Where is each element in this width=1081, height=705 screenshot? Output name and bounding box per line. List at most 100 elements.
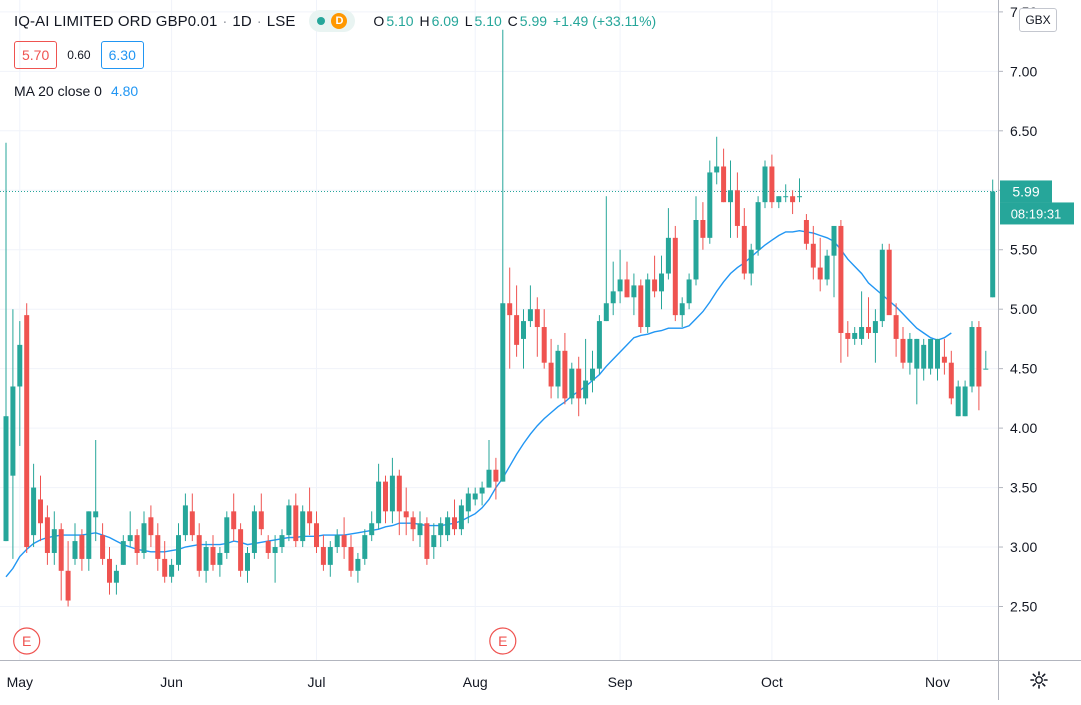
- candle-up: [355, 558, 361, 571]
- candle-up: [369, 523, 375, 536]
- candle-down: [424, 523, 430, 559]
- earnings-marker: [13, 627, 41, 655]
- buy-price-button[interactable]: 6.30: [100, 41, 144, 69]
- candle-up: [86, 511, 92, 559]
- candle-up: [224, 517, 230, 553]
- candle-up: [755, 202, 761, 250]
- candle-up: [245, 552, 250, 571]
- candle-down: [493, 469, 499, 482]
- ma-indicator-value: 4.80: [110, 83, 139, 99]
- candle-up: [334, 535, 340, 548]
- candle-down: [941, 356, 947, 363]
- candle-down: [410, 517, 416, 530]
- y-tick-label: 5.50: [1010, 242, 1037, 258]
- x-tick-label: Nov: [925, 674, 950, 690]
- symbol-legend: IQ-AI LIMITED ORD GBP0.01 · 1D · LSE D O…: [14, 9, 658, 33]
- candle-up: [596, 321, 602, 369]
- candle-up: [279, 535, 285, 548]
- candle-down: [893, 315, 899, 339]
- ma-indicator-label[interactable]: MA 20 close 0: [14, 83, 102, 99]
- x-tick-label: Jun: [160, 674, 183, 690]
- gear-icon[interactable]: [1029, 670, 1049, 690]
- earnings-marker: [489, 627, 517, 655]
- open-value: 5.10: [386, 13, 414, 29]
- candle-down: [100, 535, 106, 559]
- candle-up: [679, 303, 685, 316]
- candle-down: [38, 499, 43, 524]
- candle-down: [403, 511, 409, 518]
- candle-up: [127, 535, 133, 542]
- y-tick-label: 3.00: [1010, 539, 1037, 555]
- candle-up: [527, 309, 533, 322]
- earnings-marker-label: E: [498, 633, 507, 649]
- sell-price-button[interactable]: 5.70: [14, 41, 58, 69]
- candle-up: [590, 368, 595, 381]
- candle-down: [348, 547, 354, 571]
- candle-up: [376, 481, 382, 524]
- x-tick-label: Aug: [463, 674, 488, 690]
- candle-up: [176, 535, 181, 565]
- candle-down: [700, 220, 706, 238]
- candle-up: [983, 368, 989, 370]
- currency-button[interactable]: GBX: [1019, 8, 1057, 32]
- candle-up: [852, 332, 858, 339]
- candle-up: [631, 285, 637, 298]
- candle-up: [693, 220, 699, 280]
- indicator-legend[interactable]: MA 20 close 0 4.80: [14, 81, 138, 101]
- candle-up: [445, 517, 451, 536]
- candle-up: [431, 535, 437, 548]
- bid-ask-row: 5.70 0.60 6.30: [14, 41, 144, 69]
- candle-up: [969, 327, 975, 387]
- candle-down: [948, 362, 954, 399]
- candle-up: [272, 547, 278, 553]
- candle-up: [921, 344, 927, 369]
- candle-up: [686, 279, 692, 304]
- candle-down: [210, 547, 216, 565]
- candle-up: [610, 291, 616, 304]
- x-tick-label: Sep: [608, 674, 633, 690]
- candle-down: [721, 166, 727, 203]
- candle-down: [383, 481, 388, 512]
- high-label: H: [419, 13, 430, 29]
- candle-up: [389, 475, 395, 512]
- interval[interactable]: 1D: [232, 12, 252, 30]
- ma-20-line: [5, 229, 952, 578]
- candle-up: [583, 380, 589, 399]
- candle-down: [624, 279, 630, 298]
- exchange[interactable]: LSE: [266, 12, 296, 30]
- y-tick-label: 3.50: [1010, 480, 1037, 496]
- candle-up: [217, 552, 223, 565]
- symbol-name[interactable]: IQ-AI LIMITED ORD GBP0.01: [14, 12, 218, 30]
- candle-down: [845, 332, 851, 339]
- candle-up: [907, 338, 913, 363]
- candle-up: [962, 386, 968, 417]
- candle-down: [817, 267, 823, 280]
- candle-up: [458, 505, 464, 530]
- candle-up: [286, 505, 292, 536]
- candle-down: [58, 529, 64, 571]
- candle-up: [872, 321, 878, 333]
- y-tick-label: 6.50: [1010, 123, 1037, 139]
- candle-down: [838, 225, 844, 333]
- market-status-pill[interactable]: D: [309, 10, 356, 32]
- candle-up: [93, 511, 99, 518]
- close-value: 5.99: [519, 13, 548, 29]
- delayed-data-icon: D: [331, 13, 348, 29]
- candle-down: [976, 327, 982, 387]
- candle-up: [300, 511, 306, 542]
- candle-up: [31, 487, 37, 536]
- candles: [3, 29, 996, 607]
- candle-up: [707, 172, 713, 238]
- candle-down: [541, 327, 547, 363]
- open-label: O: [373, 13, 385, 29]
- y-tick-label: 7.00: [1010, 63, 1037, 79]
- candle-down: [320, 547, 326, 565]
- candle-down: [548, 362, 554, 387]
- candle-up: [251, 511, 257, 553]
- candle-down: [196, 535, 202, 571]
- low-value: 5.10: [474, 13, 502, 29]
- candle-down: [258, 511, 264, 530]
